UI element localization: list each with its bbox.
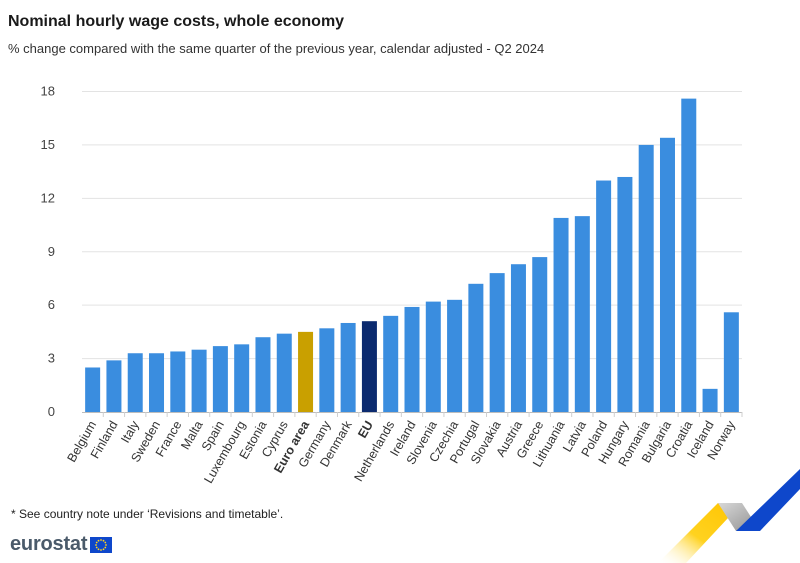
y-tick-label: 6 (48, 297, 55, 312)
bar-belgium[interactable] (85, 367, 101, 412)
bar-austria[interactable] (510, 264, 526, 412)
bar-euro-area[interactable] (298, 331, 314, 412)
bar-cyprus[interactable] (276, 333, 292, 412)
bar-greece[interactable] (532, 257, 548, 412)
y-tick-label: 0 (48, 404, 55, 419)
bar-estonia[interactable] (255, 337, 271, 412)
y-tick-label: 12 (41, 190, 55, 205)
bar-luxembourg[interactable] (234, 344, 250, 412)
bar-slovakia[interactable] (489, 273, 505, 412)
bar-france[interactable] (170, 351, 186, 412)
bar-hungary[interactable] (617, 176, 633, 412)
x-tick-label-eu: EU (355, 419, 376, 441)
bar-ireland[interactable] (404, 306, 420, 412)
bar-italy[interactable] (127, 353, 143, 412)
eurostat-logo[interactable]: eurostat (10, 533, 113, 556)
bar-spain[interactable] (212, 346, 228, 412)
bar-czechia[interactable] (447, 299, 463, 412)
bar-netherlands[interactable] (383, 315, 399, 412)
y-tick-label: 18 (41, 84, 55, 99)
bar-poland[interactable] (596, 180, 612, 412)
bar-norway[interactable] (723, 312, 739, 412)
bar-malta[interactable] (191, 349, 207, 412)
bar-bulgaria[interactable] (659, 137, 675, 413)
bar-sweden[interactable] (149, 353, 165, 412)
chart-subtitle: % change compared with the same quarter … (8, 41, 545, 56)
y-tick-label: 15 (41, 137, 55, 152)
footnote: * See country note under ‘Revisions and … (11, 507, 284, 521)
y-tick-label: 9 (48, 244, 55, 259)
bar-croatia[interactable] (681, 98, 697, 412)
bar-romania[interactable] (638, 144, 654, 412)
bar-chart: 0369121518BelgiumFinlandItalySwedenFranc… (41, 84, 743, 486)
bar-eu[interactable] (361, 321, 377, 412)
bar-slovenia[interactable] (425, 301, 441, 412)
bar-iceland[interactable] (702, 388, 718, 412)
bar-finland[interactable] (106, 360, 122, 412)
bar-portugal[interactable] (468, 283, 484, 412)
bar-denmark[interactable] (340, 322, 356, 412)
bar-germany[interactable] (319, 328, 335, 412)
bar-lithuania[interactable] (553, 217, 569, 412)
y-tick-label: 3 (48, 351, 55, 366)
chart-title: Nominal hourly wage costs, whole economy (8, 13, 345, 30)
bar-latvia[interactable] (574, 216, 590, 412)
decorative-brand-shape (658, 469, 800, 563)
logo-text: eurostat (10, 533, 88, 555)
eu-flag-icon (90, 536, 113, 553)
